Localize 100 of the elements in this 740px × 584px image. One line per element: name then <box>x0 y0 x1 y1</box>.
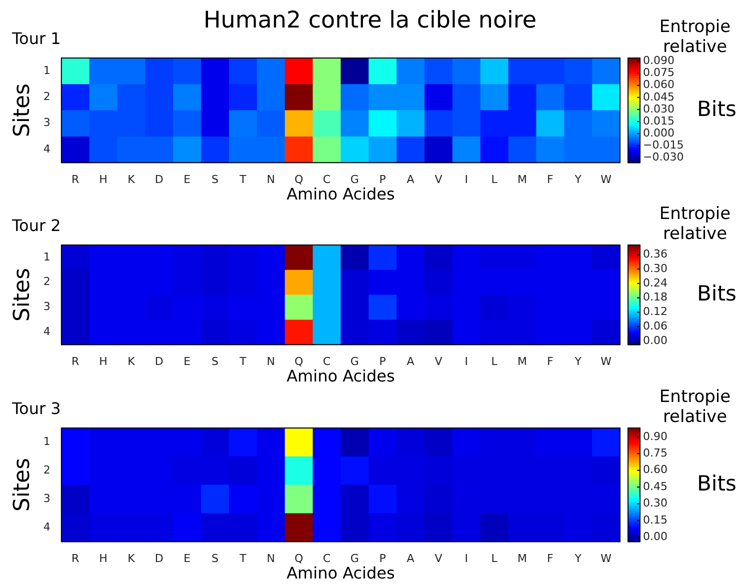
text: Bits <box>697 281 736 306</box>
x-tick-label: G <box>350 355 359 368</box>
x-tick-label: K <box>128 355 136 368</box>
y-tick-label: 2 <box>43 275 50 288</box>
color-bar-label: 0.60 <box>643 463 668 476</box>
x-tick-label: W <box>600 173 612 186</box>
color-bar-label: 0.45 <box>643 480 668 493</box>
x-tick-label: K <box>128 173 136 186</box>
color-bar-label: 0.24 <box>643 276 668 290</box>
color-bar-label: 0.06 <box>643 319 668 332</box>
y-tick-label: 4 <box>43 325 50 338</box>
color-bar-title: Entropie relative <box>659 204 731 244</box>
color-bar-label: 0.060 <box>643 78 674 92</box>
text: Bits <box>697 471 736 496</box>
x-tick-label: M <box>517 355 527 368</box>
color-bar-label: 0.075 <box>643 66 674 80</box>
x-tick-label: G <box>350 173 359 186</box>
x-tick-label: T <box>238 173 247 186</box>
x-tick-label: F <box>547 355 554 368</box>
x-tick-label: H <box>99 355 108 368</box>
y-tick-label: 2 <box>43 90 50 104</box>
y-tick-label: 3 <box>43 492 50 505</box>
x-tick-label: Y <box>574 355 582 368</box>
x-tick-label: V <box>434 355 443 368</box>
x-tick-label: E <box>184 173 191 186</box>
color-bar-label: 0.015 <box>643 114 674 128</box>
x-tick-label: N <box>266 173 275 186</box>
x-tick-label: P <box>379 173 386 186</box>
chart-subtitle: Tour 2 <box>11 216 61 235</box>
x-tick-label: S <box>212 173 219 186</box>
y-tick-label: 3 <box>43 116 50 130</box>
color-bar-label: −0.015 <box>643 138 684 152</box>
x-tick-label: N <box>266 552 275 566</box>
x-tick-label: F <box>547 552 554 566</box>
color-bar-label: 0.000 <box>643 126 674 140</box>
x-tick-label: I <box>464 355 468 368</box>
x-tick-label: P <box>379 355 386 368</box>
color-bar-label: −0.030 <box>643 150 684 164</box>
x-tick-label: H <box>99 173 108 186</box>
x-tick-label: E <box>184 552 191 566</box>
x-tick-label: A <box>406 552 415 566</box>
color-bar-label: 0.30 <box>643 262 668 275</box>
x-tick-label: S <box>212 552 219 566</box>
x-tick-label: M <box>517 552 527 566</box>
x-tick-label: A <box>406 173 415 186</box>
color-bar-label: 0.36 <box>643 247 668 260</box>
x-tick-label: K <box>128 552 136 566</box>
x-tick-label: Q <box>294 355 304 368</box>
x-tick-label: Q <box>294 552 304 566</box>
color-bar-label: 0.30 <box>643 496 668 510</box>
x-tick-label: C <box>322 355 331 368</box>
x-tick-label: I <box>464 173 468 186</box>
x-tick-label: I <box>464 552 468 566</box>
y-tick-label: 3 <box>43 300 50 314</box>
x-axis-title: Amino Acides <box>286 564 395 583</box>
x-axis-title: Amino Acides <box>286 184 395 204</box>
x-tick-label: Q <box>294 173 304 186</box>
color-bar-label: 0.00 <box>643 334 668 347</box>
x-tick-label: R <box>72 552 80 566</box>
x-tick-label: V <box>434 552 443 566</box>
color-bar-label: 0.12 <box>643 305 668 318</box>
x-tick-label: L <box>491 173 498 186</box>
chart-subtitle: Tour 1 <box>11 29 61 48</box>
color-bar-label: 0.90 <box>643 430 668 443</box>
y-tick-label: 4 <box>43 142 50 156</box>
x-tick-label: C <box>322 173 331 186</box>
x-tick-label: T <box>238 355 247 368</box>
x-tick-label: D <box>154 355 164 368</box>
x-tick-label: G <box>350 552 359 566</box>
x-axis-title: Amino Acides <box>286 366 395 386</box>
color-bar-label: 0.18 <box>643 290 668 304</box>
text: Bits <box>697 96 736 121</box>
x-tick-label: Y <box>574 552 582 566</box>
x-tick-label: L <box>491 552 498 566</box>
y-axis-title: Sites <box>10 458 35 512</box>
y-axis-title: Sites <box>10 268 35 322</box>
color-bar-label: 0.15 <box>643 513 668 526</box>
y-tick-label: 1 <box>43 64 50 77</box>
color-bar-title: Entropie relative <box>659 17 731 57</box>
x-tick-label: D <box>154 552 164 566</box>
y-tick-label: 1 <box>43 250 50 264</box>
x-tick-label: W <box>600 355 612 368</box>
chart-subtitle: Tour 3 <box>11 399 61 418</box>
x-tick-label: L <box>491 355 498 368</box>
x-tick-label: N <box>266 355 275 368</box>
x-tick-label: T <box>238 552 247 566</box>
chart-title: Human2 contre la cible noire <box>203 7 537 34</box>
x-tick-label: R <box>72 355 80 368</box>
x-tick-label: F <box>547 173 554 186</box>
color-bar-label: 0.045 <box>643 90 674 104</box>
color-bar-label: 0.75 <box>643 446 668 460</box>
y-axis-title: Sites <box>10 83 35 138</box>
x-tick-label: R <box>72 173 80 186</box>
y-tick-label: 4 <box>43 520 50 534</box>
x-tick-label: S <box>212 355 219 368</box>
x-tick-label: D <box>154 173 164 186</box>
x-tick-label: P <box>379 552 386 566</box>
y-tick-label: 2 <box>43 463 50 476</box>
x-tick-label: A <box>406 355 415 368</box>
color-bar-title: Entropie relative <box>659 387 731 427</box>
